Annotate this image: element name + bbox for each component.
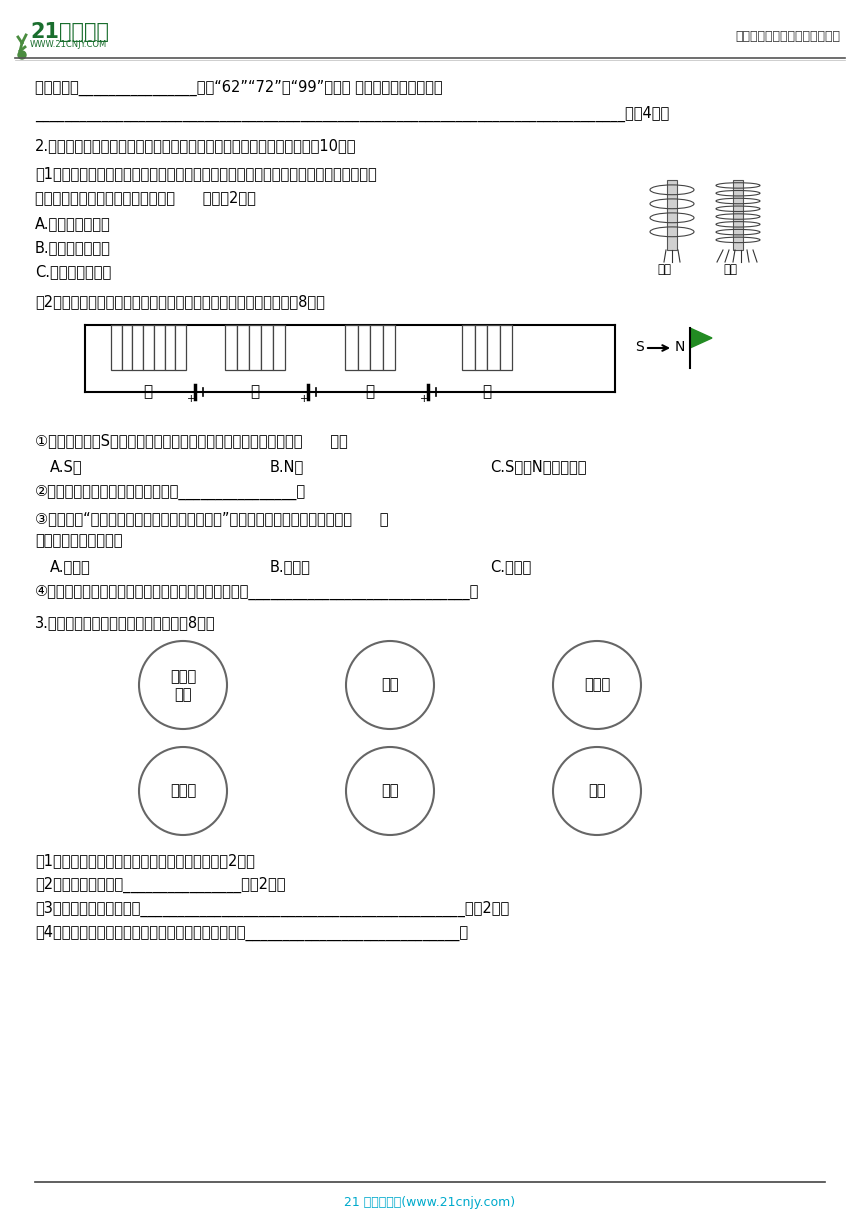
Bar — [487, 325, 500, 370]
Text: 21世纪教育: 21世纪教育 — [30, 22, 109, 43]
Circle shape — [139, 641, 227, 730]
Bar — [273, 325, 285, 370]
Text: 中小学教育资源及组卷应用平台: 中小学教育资源及组卷应用平台 — [735, 30, 840, 43]
Text: +: + — [420, 394, 428, 404]
Text: N: N — [675, 340, 685, 354]
Bar — [500, 325, 512, 370]
Text: 象，小明在操作时应采用的方法是（      ）。（2分）: 象，小明在操作时应采用的方法是（ ）。（2分） — [35, 190, 256, 206]
Bar — [370, 325, 383, 370]
Text: A.增加干电池数量: A.增加干电池数量 — [35, 216, 111, 231]
Bar — [261, 325, 273, 370]
Text: ③若想研究“磁性强弱与线圈缠绕圈数是否有关”，其他条件不变，则可以选择（      ）: ③若想研究“磁性强弱与线圈缠绕圈数是否有关”，其他条件不变，则可以选择（ ） — [35, 511, 389, 527]
Text: 丙: 丙 — [366, 384, 375, 399]
Text: ②甲、乙、丙、丁中，磁性最强的是________________。: ②甲、乙、丙、丁中，磁性最强的是________________。 — [35, 485, 306, 500]
Text: （1）小明找来导线、铁芯、干电池组装好电磁铁，要使电磁铁从图一的现象到图二的现: （1）小明找来导线、铁芯、干电池组装好电磁铁，要使电磁铁从图一的现象到图二的现 — [35, 167, 377, 181]
Text: 青蛙: 青蛙 — [381, 677, 399, 692]
Text: C.S极和N极都有可能: C.S极和N极都有可能 — [490, 458, 587, 474]
Text: （3）请写出一条食物链：____________________________________________。（2分）: （3）请写出一条食物链：____________________________… — [35, 901, 509, 917]
Bar — [345, 325, 358, 370]
Text: （2）图中的生产者是________________。（2分）: （2）图中的生产者是________________。（2分） — [35, 877, 286, 894]
Circle shape — [553, 641, 641, 730]
Text: A.甲和乙: A.甲和乙 — [50, 559, 91, 574]
Circle shape — [346, 747, 434, 835]
Polygon shape — [690, 328, 712, 348]
Text: （1）请用箭头表示出上面生物间的食物关系。（2分）: （1）请用箭头表示出上面生物间的食物关系。（2分） — [35, 852, 255, 868]
Text: 蚁虫: 蚁虫 — [381, 783, 399, 799]
Bar — [132, 325, 143, 370]
Text: 绿豆苗: 绿豆苗 — [170, 783, 196, 799]
Bar — [475, 325, 487, 370]
Text: 蜘蛛: 蜘蛛 — [175, 687, 192, 703]
Text: 电磁铁，做对比实验。: 电磁铁，做对比实验。 — [35, 533, 122, 548]
Bar — [164, 325, 175, 370]
Text: 2.小明同学就迣上了电磁铁，回家后，就寻找材料进行了一系列研究。（10分）: 2.小明同学就迣上了电磁铁，回家后，就寻找材料进行了一系列研究。（10分） — [35, 137, 357, 153]
Bar — [122, 325, 132, 370]
Bar — [733, 180, 743, 250]
Text: （4）如果瓢虫的数量突然大幅减少，绿豆苗的数量会_____________________________。: （4）如果瓢虫的数量突然大幅减少，绿豆苗的数量会________________… — [35, 925, 468, 941]
Bar — [225, 325, 237, 370]
Bar — [358, 325, 370, 370]
Text: ________________________________________________________________________________: ________________________________________… — [35, 106, 669, 122]
Text: WWW.21CNJY.COM: WWW.21CNJY.COM — [30, 40, 108, 49]
Text: 图二: 图二 — [723, 263, 737, 276]
Bar — [462, 325, 475, 370]
Text: 丁: 丁 — [482, 384, 492, 399]
Circle shape — [139, 747, 227, 835]
Text: （2）如下图所示，小明将导线缠绕在四个铁芯上，并接通电源。（8分）: （2）如下图所示，小明将导线缠绕在四个铁芯上，并接通电源。（8分） — [35, 294, 325, 309]
Text: C.改变干电池方向: C.改变干电池方向 — [35, 264, 111, 278]
Bar — [383, 325, 395, 370]
Bar — [249, 325, 261, 370]
Text: 图一: 图一 — [657, 263, 671, 276]
Bar — [667, 180, 677, 250]
Circle shape — [346, 641, 434, 730]
Text: S: S — [635, 340, 644, 354]
Text: B.增加大头针数量: B.增加大头针数量 — [35, 240, 111, 255]
Text: 3.下面是绿豆苗与周围的部分生物。（8分）: 3.下面是绿豆苗与周围的部分生物。（8分） — [35, 615, 216, 630]
Circle shape — [18, 51, 26, 60]
Text: B.乙和丙: B.乙和丙 — [270, 559, 310, 574]
Circle shape — [553, 747, 641, 835]
Text: ①若将小磁针的S极靠近丁的右端，小磁针被吸引，则丁的右端是（      ）。: ①若将小磁针的S极靠近丁的右端，小磁针被吸引，则丁的右端是（ ）。 — [35, 433, 347, 447]
Text: 结网性: 结网性 — [170, 670, 196, 685]
Bar — [154, 325, 164, 370]
Text: 乙: 乙 — [250, 384, 260, 399]
Text: 21 世纪教育网(www.21cnjy.com): 21 世纪教育网(www.21cnjy.com) — [345, 1197, 515, 1209]
Text: +: + — [187, 394, 195, 404]
Text: A.S极: A.S极 — [50, 458, 83, 474]
Text: 次数可能是________________（填“62”“72”或“99”）次。 产生这种现象的原因是: 次数可能是________________（填“62”“72”或“99”）次。 … — [35, 80, 443, 96]
Bar — [237, 325, 249, 370]
Text: 甲: 甲 — [144, 384, 152, 399]
Bar — [143, 325, 154, 370]
Text: 食虫鸟: 食虫鸟 — [584, 677, 610, 692]
Bar — [111, 325, 122, 370]
Text: 瓢虫: 瓢虫 — [588, 783, 605, 799]
Text: +: + — [300, 394, 309, 404]
Text: C.乙和丁: C.乙和丁 — [490, 559, 531, 574]
Bar — [175, 325, 186, 370]
Text: ④用甲和丁两个电磁铁做对比实验，可以研究的问题是______________________________。: ④用甲和丁两个电磁铁做对比实验，可以研究的问题是________________… — [35, 585, 479, 601]
Text: B.N极: B.N极 — [270, 458, 304, 474]
